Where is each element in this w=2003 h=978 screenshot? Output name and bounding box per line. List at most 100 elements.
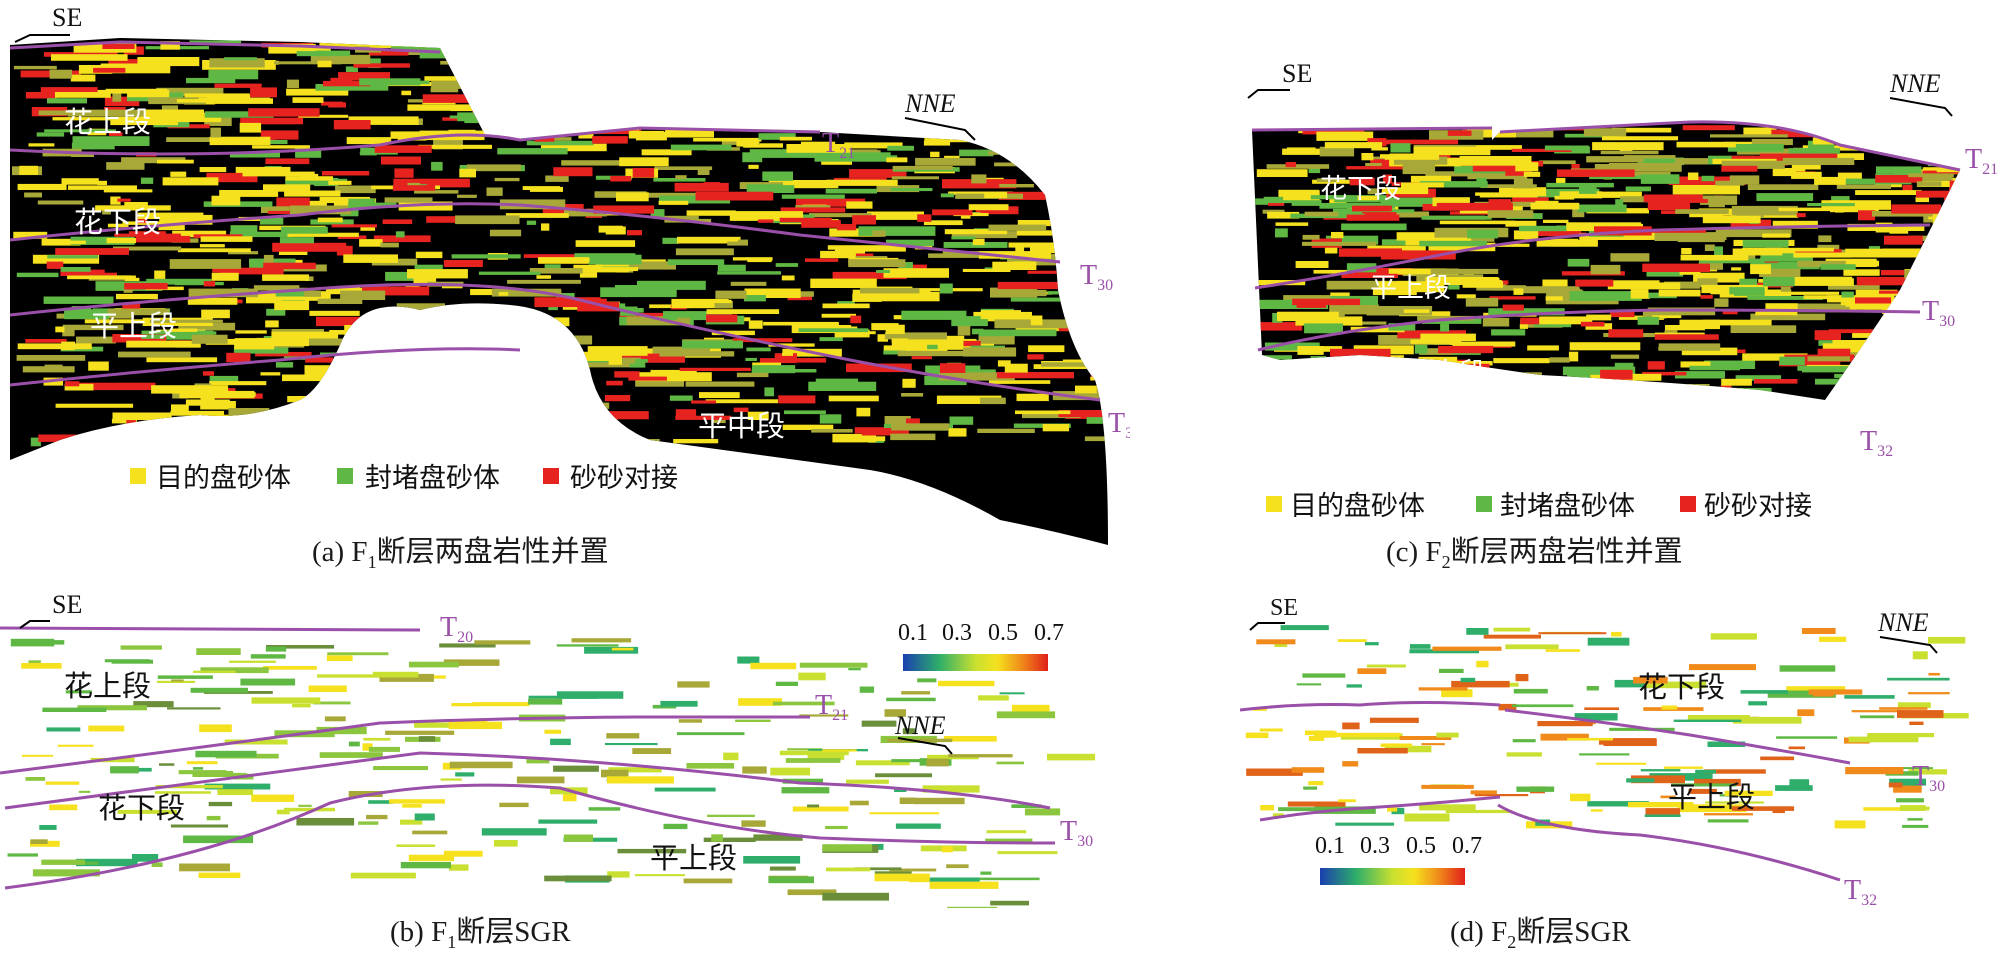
sgr-fragment: [350, 872, 416, 879]
panel-d-dir-right: NNE: [1877, 608, 1929, 637]
sand-body-stripe: [1614, 362, 1634, 369]
colorbar-tick: 0.5: [988, 620, 1018, 646]
sand-body-stripe: [1268, 361, 1330, 366]
sand-body-stripe: [691, 400, 716, 404]
sand-body-stripe: [193, 234, 243, 239]
sand-body-stripe: [460, 72, 512, 78]
sand-body-stripe: [40, 87, 98, 92]
sand-body-stripe: [610, 176, 632, 182]
sgr-fragment: [1628, 802, 1694, 808]
sgr-fragment: [735, 719, 771, 722]
sand-body-stripe: [1505, 220, 1537, 227]
sand-body-stripe: [883, 268, 949, 278]
sand-body-stripe: [106, 238, 136, 244]
legend-label-contact: 砂砂对接: [1704, 491, 1812, 521]
sand-body-stripe: [284, 190, 341, 197]
sand-body-stripe: [804, 106, 856, 116]
sgr-fragment: [1694, 778, 1741, 787]
sand-body-stripe: [1687, 172, 1699, 180]
sand-body-stripe: [984, 104, 1023, 114]
sand-body-stripe: [1637, 157, 1685, 166]
sgr-fragment: [313, 701, 351, 705]
sgr-fragment: [1640, 769, 1681, 772]
sgr-fragment: [676, 732, 745, 736]
sand-body-stripe: [362, 286, 430, 296]
sand-body-stripe: [1425, 277, 1499, 282]
sgr-fragment: [775, 681, 798, 686]
sand-body-stripe: [1089, 222, 1108, 230]
sand-body-stripe: [598, 225, 623, 233]
sand-body-stripe: [399, 435, 463, 442]
sand-body-stripe: [632, 167, 655, 178]
sand-body-stripe: [1932, 214, 1960, 225]
panel-a-fault-section: SE NNE 花上段 花下段 平上段 平中段 T21 T30 T32 目的盘砂体…: [9, 3, 1130, 545]
sgr-fragment: [296, 818, 355, 826]
sand-body-stripe: [1420, 333, 1476, 341]
sand-body-stripe: [1326, 280, 1397, 290]
sgr-fragment: [1703, 813, 1753, 816]
sand-body-stripe: [599, 61, 640, 66]
sand-body-stripe: [1793, 252, 1852, 258]
sand-body-stripe: [778, 395, 816, 404]
sand-body-stripe: [1894, 379, 1905, 384]
sand-body-stripe: [657, 55, 671, 62]
sand-body-stripe: [821, 313, 856, 318]
sand-body-stripe: [944, 229, 1008, 235]
sand-body-stripe: [413, 276, 437, 284]
sand-body-stripe: [275, 362, 294, 368]
sand-body-stripe: [1610, 253, 1650, 262]
sand-body-stripe: [1936, 229, 1960, 233]
sand-body-stripe: [1316, 178, 1337, 183]
sand-body-stripe: [856, 407, 871, 417]
sand-body-stripe: [608, 353, 685, 363]
sand-body-stripe: [1952, 358, 1960, 365]
sand-body-stripe: [890, 433, 936, 441]
sgr-fragment: [768, 876, 814, 884]
sand-body-stripe: [923, 140, 951, 146]
sand-body-stripe: [1730, 325, 1797, 333]
sand-body-stripe: [809, 213, 872, 218]
sand-body-stripe: [1098, 45, 1108, 51]
sgr-fragment: [1451, 680, 1510, 688]
sand-body-stripe: [627, 230, 642, 236]
sand-body-stripe: [649, 304, 692, 309]
sand-body-stripe: [486, 430, 562, 434]
sand-body-stripe: [415, 251, 443, 259]
sand-body-stripe: [200, 401, 236, 410]
sand-body-stripe: [359, 78, 421, 86]
sand-body-stripe: [555, 60, 572, 68]
sand-body-stripe: [1094, 168, 1108, 178]
sand-body-stripe: [521, 119, 548, 125]
sand-body-stripe: [387, 410, 400, 414]
sand-body-stripe: [997, 42, 1038, 51]
sand-body-stripe: [170, 328, 198, 332]
sand-body-stripe: [1675, 371, 1725, 379]
sgr-fragment: [1688, 788, 1717, 794]
sand-body-stripe: [1815, 378, 1889, 385]
sand-body-stripe: [1954, 341, 1960, 346]
sand-body-stripe: [949, 416, 974, 425]
sgr-fragment: [1506, 752, 1542, 757]
sand-body-stripe: [999, 184, 1034, 188]
sand-body-stripe: [1254, 299, 1329, 309]
sand-body-stripe: [124, 202, 148, 208]
sand-body-stripe: [723, 117, 787, 126]
panel-b-sgr-section: SE NNE 花上段 花下段 平上段 T20 T21 T30 0.1 0.3 0…: [0, 590, 1096, 908]
sgr-fragment: [902, 728, 917, 735]
sand-body-stripe: [1796, 213, 1806, 218]
sgr-fragment: [1802, 628, 1836, 634]
sand-body-stripe: [746, 184, 795, 193]
sand-body-stripe: [553, 402, 610, 409]
sand-body-stripe: [1807, 140, 1835, 150]
sgr-fragment: [474, 640, 531, 645]
sand-body-stripe: [616, 192, 649, 202]
sgr-fragment: [363, 737, 391, 741]
sand-body-stripe: [629, 359, 646, 368]
sand-body-stripe: [1855, 190, 1922, 195]
sgr-fragment: [1567, 737, 1613, 741]
sand-body-stripe: [743, 295, 766, 302]
sgr-fragment: [654, 787, 716, 792]
sgr-fragment: [1907, 818, 1923, 821]
sand-body-stripe: [1329, 304, 1379, 315]
sgr-fragment: [46, 727, 81, 732]
